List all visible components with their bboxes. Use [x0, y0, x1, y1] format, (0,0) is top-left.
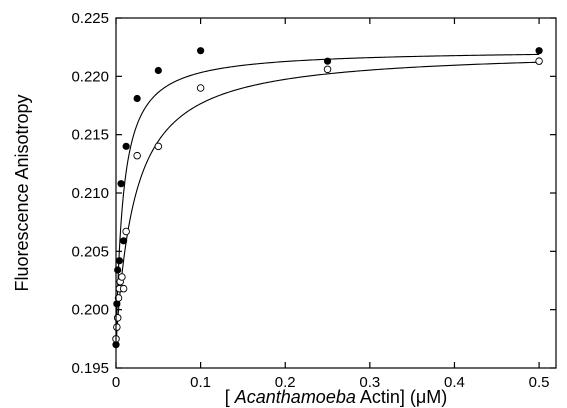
open-data-point	[119, 284, 128, 293]
open-data-point	[118, 273, 126, 281]
x-tick-label: 0.1	[190, 374, 211, 391]
plot-frame	[115, 17, 557, 369]
open-data-point	[323, 65, 332, 74]
open-data-point	[113, 314, 122, 322]
filled-data-point	[154, 66, 162, 75]
filled-data-point	[122, 142, 130, 150]
data-points	[112, 47, 543, 349]
x-tick-label: 0.5	[529, 374, 550, 391]
y-tick-label: 0.215	[71, 127, 109, 144]
filled-data-point	[117, 180, 125, 188]
axis-ticks: 0 0.1 0.2 0.3 0.4 0.5 0.195 0.200 0.205 0.210 0.21…	[71, 10, 556, 391]
y-tick-label: 0.200	[71, 302, 109, 319]
open-data-point	[113, 323, 121, 331]
x-tick-label: 0.2	[275, 374, 296, 391]
filled-data-point	[114, 266, 122, 274]
y-tick-label: 0.220	[71, 68, 109, 85]
fit-curve-2	[115, 61, 540, 345]
filled-data-point	[120, 237, 128, 245]
x-tick-label: 0.4	[444, 374, 465, 391]
y-tick-label: 0.195	[71, 360, 109, 377]
open-data-point	[535, 57, 543, 65]
filled-data-point	[133, 94, 141, 103]
open-data-point	[154, 142, 163, 151]
open-data-point	[114, 294, 123, 302]
fit-curves	[115, 53, 540, 345]
x-axis-title-bracket: [	[225, 387, 235, 407]
fit-curve-1	[115, 53, 540, 345]
y-tick-label: 0.210	[71, 185, 109, 202]
x-tick-label: 0.3	[359, 374, 380, 391]
x-tick-label: 0	[112, 374, 120, 391]
y-tick-label: 0.225	[71, 10, 109, 27]
y-axis-title: Fluorescence Anisotropy	[12, 94, 32, 291]
filled-data-point	[535, 47, 543, 55]
x-axis-title: [ Acanthamoeba Actin] (μM)	[225, 387, 448, 407]
x-axis-title-unit: Actin] (μM)	[356, 387, 447, 407]
filled-data-point	[197, 47, 205, 55]
open-data-point	[133, 151, 141, 160]
filled-data-point	[323, 57, 332, 65]
open-data-point	[196, 84, 205, 92]
y-tick-label: 0.205	[71, 243, 109, 260]
open-data-point	[122, 227, 130, 236]
x-axis-title-organism: Acanthamoeba	[234, 387, 356, 407]
filled-data-point	[115, 257, 123, 265]
filled-data-point	[113, 300, 121, 308]
